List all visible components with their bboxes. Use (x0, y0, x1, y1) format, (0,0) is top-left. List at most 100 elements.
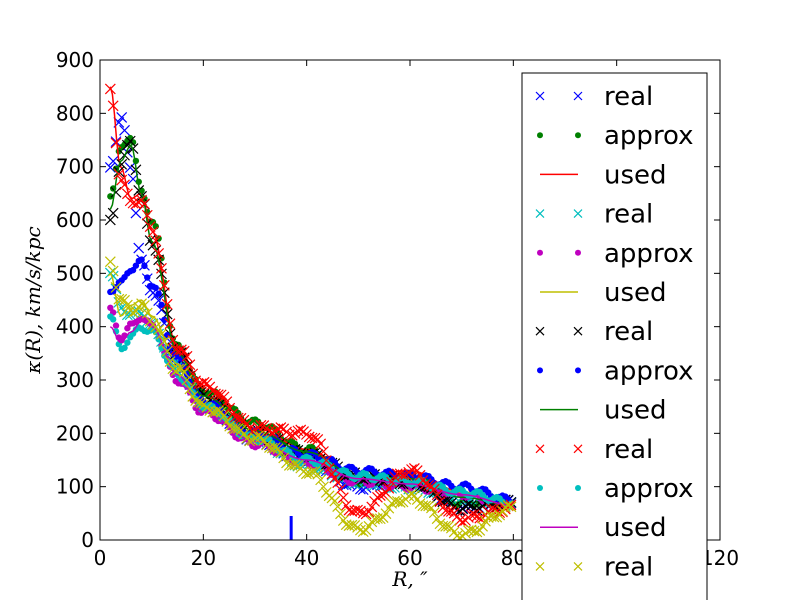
data-point (113, 166, 125, 178)
data-point (337, 492, 349, 504)
y-tick-label: 700 (56, 155, 94, 179)
data-point (380, 508, 392, 520)
data-point (107, 100, 119, 112)
legend-x-marker (573, 326, 583, 336)
data-point (107, 270, 119, 282)
data-point (318, 446, 329, 457)
data-point (440, 520, 452, 532)
legend-item: approx (537, 121, 694, 151)
data-point (363, 506, 375, 518)
data-point (420, 478, 432, 490)
legend-dot-marker (537, 485, 543, 491)
legend-label: approx (604, 356, 694, 386)
data-point (289, 459, 301, 471)
legend-label: used (604, 513, 667, 543)
data-point (315, 438, 327, 450)
data-point (221, 416, 233, 427)
x-tick-label: 20 (191, 546, 216, 570)
data-point (465, 524, 477, 536)
legend-x-marker (573, 91, 583, 101)
data-point (477, 520, 489, 532)
data-point (124, 135, 136, 147)
data-point (295, 424, 307, 436)
legend-label: real (604, 317, 653, 347)
data-point (428, 507, 440, 519)
legend-item: real (535, 82, 653, 112)
data-point (141, 209, 153, 221)
y-tick-label: 600 (56, 208, 94, 232)
data-point (113, 168, 125, 180)
data-point (184, 359, 196, 371)
legend-item: real (535, 552, 653, 582)
data-point (158, 279, 170, 291)
legend-item: used (540, 160, 667, 190)
legend-label: real (604, 435, 653, 465)
data-point (136, 298, 148, 310)
legend-label: real (604, 552, 653, 582)
data-point (164, 356, 176, 367)
y-axis-label: κ(R), km/s/kpc (21, 226, 45, 374)
data-point (394, 497, 406, 508)
data-point (312, 468, 324, 480)
data-point (121, 299, 133, 311)
data-point (130, 198, 142, 210)
data-point (198, 376, 210, 388)
legend-dot-marker (537, 367, 543, 374)
legend-dot-marker (575, 249, 581, 256)
legend-item: real (535, 200, 653, 230)
data-point (264, 425, 275, 437)
data-point (193, 396, 204, 408)
legend-x-marker (535, 444, 545, 454)
data-point (414, 469, 426, 481)
data-point (119, 179, 130, 191)
data-point (181, 350, 193, 362)
data-point (107, 304, 114, 311)
data-point (420, 500, 432, 512)
legend-item: used (540, 513, 667, 543)
x-axis-label: R, ″ (391, 567, 428, 591)
series-used-10 (109, 320, 512, 507)
data-point (133, 242, 145, 254)
data-point (323, 462, 335, 474)
data-point (286, 429, 298, 441)
data-point (332, 501, 344, 512)
legend-label: real (604, 82, 653, 112)
data-point (107, 193, 114, 200)
legend-item: approx (537, 356, 694, 386)
legend-label: approx (604, 239, 694, 269)
data-point (488, 511, 500, 523)
data-point (349, 520, 361, 531)
data-point (255, 419, 267, 431)
data-point (352, 504, 363, 516)
data-point (383, 482, 395, 494)
legend-label: used (604, 160, 667, 190)
data-point (141, 262, 148, 270)
data-point (272, 423, 284, 435)
data-point (426, 502, 437, 514)
legend-item: used (540, 278, 667, 308)
data-point (372, 491, 383, 503)
data-point (315, 474, 327, 486)
data-point (303, 467, 315, 479)
data-point (110, 136, 122, 148)
legend-item: used (540, 396, 667, 426)
x-tick-label: 60 (397, 546, 422, 570)
data-point (468, 509, 480, 520)
data-point (173, 363, 184, 375)
data-point (139, 300, 150, 311)
legend-x-marker (573, 561, 583, 571)
data-point (423, 479, 435, 491)
data-point (158, 336, 170, 347)
legend-dot-marker (537, 249, 543, 256)
data-point (335, 508, 346, 520)
data-point (383, 502, 395, 514)
data-point (112, 322, 120, 329)
data-point (227, 423, 238, 434)
data-point (110, 282, 122, 293)
data-point (335, 483, 346, 495)
x-tick-label: 0 (94, 546, 107, 570)
legend-label: used (604, 278, 667, 308)
legend-label: used (604, 396, 667, 426)
legend-item: real (535, 435, 653, 465)
data-point (346, 519, 358, 531)
